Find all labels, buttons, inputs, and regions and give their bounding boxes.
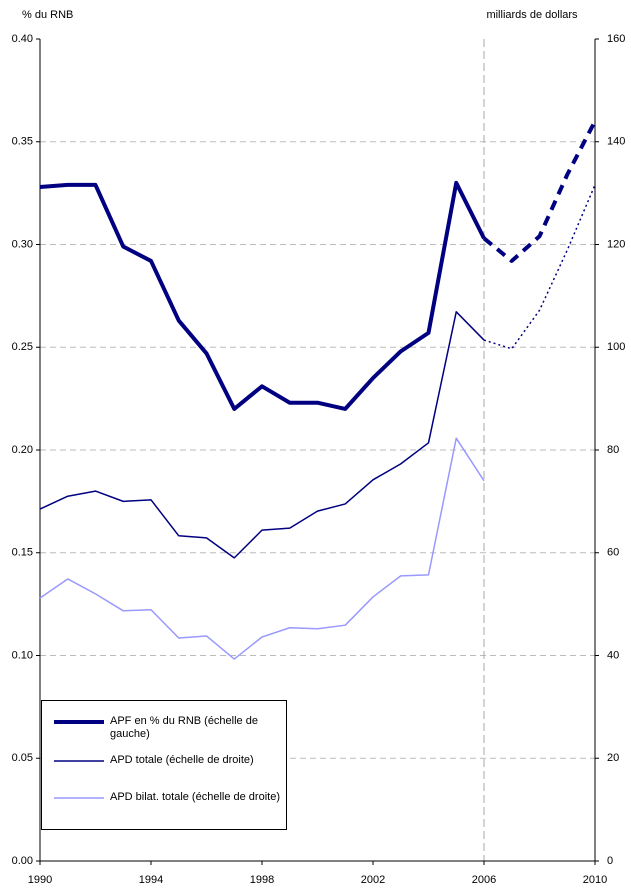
y2-tick-label: 140 xyxy=(607,136,625,148)
y2-tick-label: 40 xyxy=(607,649,619,661)
y-tick-label: 0.05 xyxy=(12,752,33,764)
x-tick-label: 1998 xyxy=(250,874,274,886)
x-tick-label: 2006 xyxy=(472,874,496,886)
legend-swatch xyxy=(54,797,104,799)
y2-tick-label: 0 xyxy=(607,855,613,867)
legend-entry: APF en % du RNB (échelle de gauche) xyxy=(54,715,284,741)
x-tick-label: 2002 xyxy=(361,874,385,886)
y2-axis-label: milliards de dollars xyxy=(486,9,578,21)
y2-tick-label: 20 xyxy=(607,752,619,764)
y-tick-label: 0.40 xyxy=(12,33,33,45)
legend-entry: APD bilat. totale (échelle de droite) xyxy=(54,791,284,804)
legend: APF en % du RNB (échelle de gauche) APD t… xyxy=(41,700,287,830)
y-tick-label: 0.25 xyxy=(12,341,33,353)
y2-tick-label: 60 xyxy=(607,547,619,559)
y2-tick-label: 100 xyxy=(607,341,625,353)
legend-label: APD totale (échelle de droite) xyxy=(110,754,254,766)
y-tick-label: 0.30 xyxy=(12,238,33,250)
series-line xyxy=(483,184,596,350)
series-line xyxy=(39,437,485,660)
series-line xyxy=(39,180,486,411)
y-tick-label: 0.20 xyxy=(12,444,33,456)
y-axis-label: % du RNB xyxy=(22,9,73,21)
legend-entry: APD totale (échelle de droite) xyxy=(54,754,284,767)
y-tick-label: 0.15 xyxy=(12,547,33,559)
y2-tick-label: 80 xyxy=(607,444,619,456)
x-tick-label: 2010 xyxy=(583,874,607,886)
series-line xyxy=(482,120,597,263)
legend-label: APD bilat. totale (échelle de droite) xyxy=(110,791,280,803)
y-tick-label: 0.10 xyxy=(12,649,33,661)
x-tick-label: 1994 xyxy=(139,874,163,886)
y2-tick-label: 160 xyxy=(607,33,625,45)
legend-label: APF en % du RNB (échelle de gauche) xyxy=(110,715,258,740)
y2-tick-label: 120 xyxy=(607,238,625,250)
legend-swatch xyxy=(54,760,104,762)
y-tick-label: 0.35 xyxy=(12,136,33,148)
x-tick-label: 1990 xyxy=(28,874,52,886)
y-tick-label: 0.00 xyxy=(12,855,33,867)
legend-swatch xyxy=(54,720,104,724)
series-line xyxy=(39,311,485,559)
